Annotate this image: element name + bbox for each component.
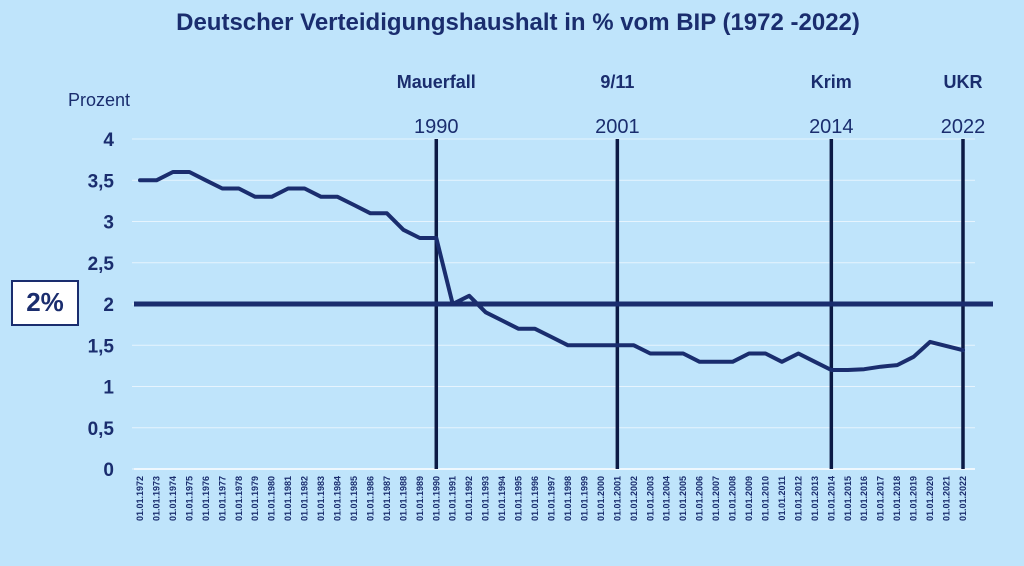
y-tick-label: 0 [103,460,114,481]
reference-badge: 2% [11,280,79,326]
x-ticks: 01.01.1972 01.01.1973 01.01.1974 01.01.1975… [135,476,968,521]
x-tick-label: 01.01.2004 [662,476,672,521]
x-tick-label: 01.01.2000 [596,476,606,521]
x-tick-label: 01.01.2003 [645,476,655,521]
x-tick-label: 01.01.1976 [201,476,211,521]
x-tick-label: 01.01.1982 [300,476,310,521]
y-ticks: 0 0,5 1 1,5 2 2,5 3 3,5 4 [88,130,115,481]
event-year: 2001 [595,116,640,138]
x-tick-label: 01.01.2005 [678,476,688,521]
x-tick-label: 01.01.2021 [942,476,952,521]
event-year: 2014 [809,116,854,138]
x-tick-label: 01.01.1990 [431,476,441,521]
x-tick-label: 01.01.1995 [514,476,524,521]
x-tick-label: 01.01.2007 [711,476,721,521]
x-tick-label: 01.01.1986 [365,476,375,521]
series-group [138,170,965,372]
y-tick-label: 2,5 [88,254,115,275]
x-tick-label: 01.01.1983 [316,476,326,521]
x-tick-label: 01.01.2001 [612,476,622,521]
x-tick-label: 01.01.2008 [728,476,738,521]
y-tick-label: 1,5 [88,336,115,357]
y-tick-label: 3,5 [88,171,115,192]
y-tick-label: 2 [103,295,114,316]
x-tick-label: 01.01.1988 [398,476,408,521]
x-tick-label: 01.01.2009 [744,476,754,521]
x-tick-label: 01.01.1978 [234,476,244,521]
x-tick-label: 01.01.1985 [349,476,359,521]
x-tick-label: 01.01.2013 [810,476,820,521]
x-tick-label: 01.01.1984 [333,476,343,521]
event-label: 9/11 [600,72,634,92]
x-tick-label: 01.01.1973 [151,476,161,521]
x-tick-label: 01.01.2002 [629,476,639,521]
x-tick-label: 01.01.1972 [135,476,145,521]
event-year: 2022 [941,116,986,138]
x-tick-label: 01.01.2016 [859,476,869,521]
y-tick-label: 1 [103,378,114,399]
x-tick-label: 01.01.1981 [283,476,293,521]
x-tick-label: 01.01.2006 [695,476,705,521]
x-tick-label: 01.01.1980 [267,476,277,521]
x-tick-label: 01.01.1997 [547,476,557,521]
x-tick-label: 01.01.1992 [464,476,474,521]
grid [132,138,975,470]
x-tick-label: 01.01.2011 [777,476,787,521]
x-tick-label: 01.01.1989 [415,476,425,521]
chart-title: Deutscher Verteidigungshaushalt in % vom… [176,9,860,36]
x-tick-label: 01.01.2014 [826,476,836,521]
x-tick-label: 01.01.1993 [481,476,491,521]
x-tick-label: 01.01.2015 [843,476,853,521]
x-tick-label: 01.01.1998 [563,476,573,521]
x-tick-label: 01.01.1996 [530,476,540,521]
x-tick-label: 01.01.2022 [958,476,968,521]
y-tick-label: 0,5 [88,419,115,440]
reference-badge-label: 2% [26,287,64,317]
x-tick-label: 01.01.1977 [217,476,227,521]
x-tick-label: 01.01.1991 [448,476,458,521]
x-tick-label: 01.01.1994 [497,476,507,521]
y-tick-label: 4 [103,130,114,151]
event-label: Mauerfall [397,72,476,92]
x-tick-label: 01.01.2010 [760,476,770,521]
y-tick-label: 3 [103,213,114,234]
x-tick-label: 01.01.2019 [909,476,919,521]
reference-badge-box [11,280,79,326]
x-tick-label: 01.01.1979 [250,476,260,521]
x-tick-label: 01.01.2020 [925,476,935,521]
x-tick-label: 01.01.2017 [876,476,886,521]
x-tick-label: 01.01.2012 [793,476,803,521]
x-tick-label: 01.01.2018 [892,476,902,521]
y-axis-label: Prozent [68,90,130,110]
x-tick-label: 01.01.1999 [579,476,589,521]
event-label: UKR [944,72,983,92]
event-year: 1990 [414,116,459,138]
x-tick-label: 01.01.1987 [382,476,392,521]
x-tick-label: 01.01.1974 [168,476,178,521]
event-label: Krim [811,72,852,92]
x-tick-label: 01.01.1975 [184,476,194,521]
series-line [138,170,965,372]
